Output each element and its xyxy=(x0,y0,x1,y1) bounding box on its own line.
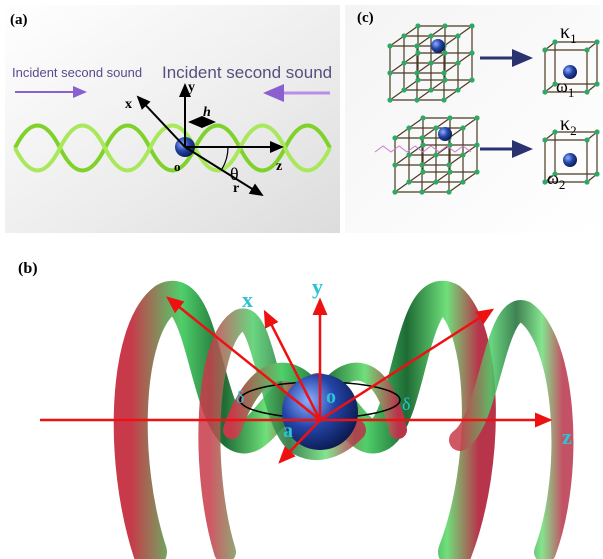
lattice-atom xyxy=(415,23,420,28)
lattice-atom xyxy=(441,97,446,102)
lattice-atom xyxy=(428,60,433,65)
axis-label: a xyxy=(283,420,293,442)
particle xyxy=(431,39,445,53)
panel-a-background xyxy=(5,5,340,233)
lattice-atom xyxy=(542,89,547,94)
lattice-atom xyxy=(584,89,589,94)
lattice-atom xyxy=(594,129,599,134)
panel-label: (a) xyxy=(10,12,28,28)
lattice-atom xyxy=(401,87,406,92)
lattice-atom xyxy=(406,179,411,184)
axis-label: x xyxy=(242,287,253,312)
lattice-atom xyxy=(446,189,451,194)
panel-label: (b) xyxy=(18,260,38,277)
lattice-atom xyxy=(584,179,589,184)
lattice-atom xyxy=(542,47,547,52)
lattice-atom xyxy=(594,171,599,176)
origin-label: o xyxy=(174,159,181,174)
origin-label: o xyxy=(326,386,336,408)
lattice-atom xyxy=(401,60,406,65)
lattice-atom xyxy=(446,162,451,167)
symbol: ω xyxy=(556,76,568,96)
subscript: 2 xyxy=(570,123,577,138)
lattice-atom xyxy=(414,43,419,48)
lattice-atom xyxy=(419,189,424,194)
lattice-atom xyxy=(460,125,465,130)
axis-label: x xyxy=(125,97,132,112)
lattice-atom xyxy=(469,50,474,55)
axis-label: y xyxy=(188,80,195,95)
symbol: κ xyxy=(560,21,570,43)
figure: (a) Incident second sound Incident secon… xyxy=(0,0,603,559)
lattice-atom xyxy=(433,125,438,130)
axis-label: z xyxy=(562,424,572,449)
subscript: 1 xyxy=(568,85,575,100)
lattice-atom xyxy=(460,152,465,157)
lattice-atom xyxy=(584,47,589,52)
lattice-atom xyxy=(447,169,452,174)
lattice-atom xyxy=(594,81,599,86)
lattice-atom xyxy=(433,179,438,184)
lattice-atom xyxy=(420,142,425,147)
symbol: ω xyxy=(547,168,559,188)
lattice-atom xyxy=(474,115,479,120)
lattice-atom xyxy=(415,50,420,55)
lattice-atom xyxy=(442,23,447,28)
angle-label: δ xyxy=(402,394,410,414)
axis-label: y xyxy=(312,274,323,299)
axis-label: z xyxy=(276,159,282,174)
lattice-atom xyxy=(433,152,438,157)
axis-label: h xyxy=(203,105,211,120)
subscript: 1 xyxy=(570,31,577,46)
lattice-atom xyxy=(414,97,419,102)
lattice-atom xyxy=(552,129,557,134)
lattice-atom xyxy=(392,189,397,194)
lattice-atom xyxy=(455,87,460,92)
lattice-atom xyxy=(392,162,397,167)
lattice-atom xyxy=(469,77,474,82)
lattice-atom xyxy=(415,77,420,82)
lattice-atom xyxy=(401,33,406,38)
lattice-atom xyxy=(406,152,411,157)
lattice-atom xyxy=(420,115,425,120)
lattice-atom xyxy=(419,135,424,140)
lattice-atom xyxy=(442,77,447,82)
lattice-atom xyxy=(447,115,452,120)
lattice-atom xyxy=(428,33,433,38)
lattice-atom xyxy=(552,39,557,44)
lattice-atom xyxy=(406,125,411,130)
lattice-atom xyxy=(414,70,419,75)
lattice-atom xyxy=(474,169,479,174)
lattice-atom xyxy=(455,60,460,65)
lattice-atom xyxy=(387,97,392,102)
angle-label: δ xyxy=(236,387,244,407)
lattice-atom xyxy=(420,169,425,174)
lattice-atom xyxy=(387,70,392,75)
panel-label: (c) xyxy=(357,10,374,26)
particle xyxy=(438,127,452,141)
particle xyxy=(563,153,577,167)
lattice-atom xyxy=(428,87,433,92)
lattice-atom xyxy=(387,43,392,48)
lattice-atom xyxy=(442,50,447,55)
lattice-atom xyxy=(392,135,397,140)
lattice-atom xyxy=(419,162,424,167)
axis-label: r xyxy=(233,181,239,196)
lattice-atom xyxy=(441,70,446,75)
subscript: 2 xyxy=(559,177,566,192)
incident-label: Incident second sound xyxy=(12,65,142,80)
lattice-atom xyxy=(584,137,589,142)
lattice-atom xyxy=(594,39,599,44)
lattice-atom xyxy=(460,179,465,184)
symbol: κ xyxy=(560,113,570,135)
lattice-atom xyxy=(455,33,460,38)
lattice-atom xyxy=(469,23,474,28)
lattice-atom xyxy=(542,137,547,142)
lattice-atom xyxy=(474,142,479,147)
